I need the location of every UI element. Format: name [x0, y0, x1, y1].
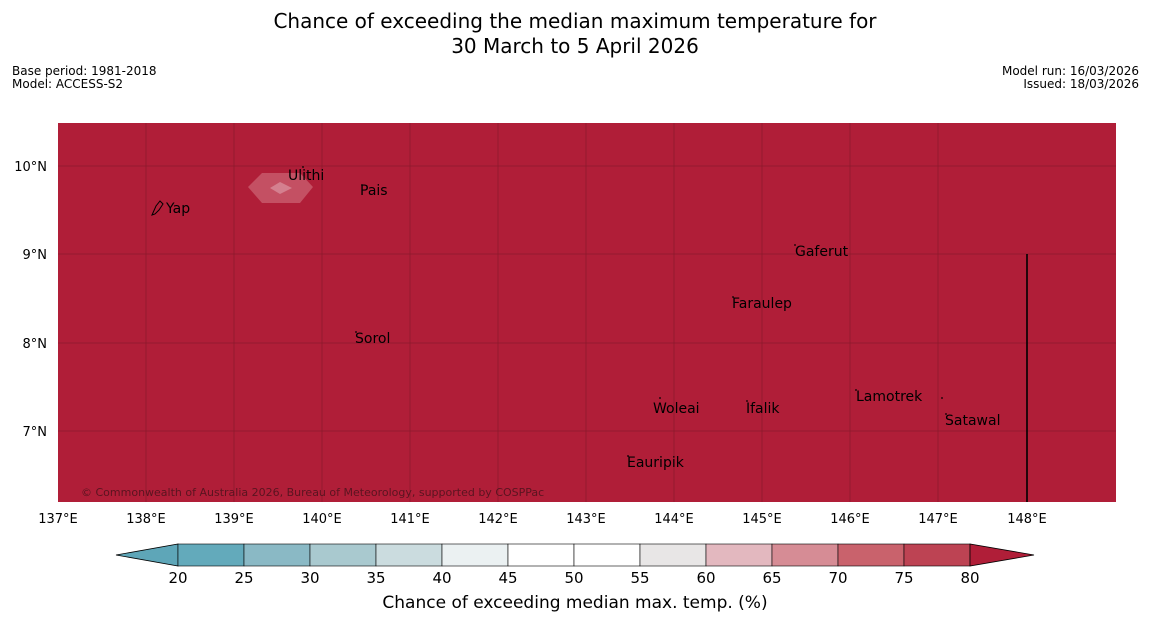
place-label-faraulep: Faraulep	[732, 296, 792, 312]
island-dot	[794, 244, 796, 246]
colorbar-segment	[309, 543, 377, 567]
island-dots	[302, 166, 947, 457]
issued-date: Issued: 18/03/2026	[1023, 77, 1139, 91]
title-line-2: 30 March to 5 April 2026	[451, 34, 699, 58]
title-line-1: Chance of exceeding the median maximum t…	[273, 9, 877, 33]
model-name: Model: ACCESS-S2	[12, 77, 124, 91]
island-dot	[361, 184, 363, 186]
colorbar	[115, 543, 1035, 567]
island-dot	[732, 296, 734, 298]
lat-label: 9°N	[23, 248, 48, 263]
lon-label: 143°E	[566, 512, 606, 527]
colorbar-tick: 40	[432, 569, 451, 587]
map-background	[58, 123, 1116, 502]
island-dot	[659, 397, 661, 399]
place-label-sorol: Sorol	[355, 331, 390, 347]
colorbar-segment	[375, 543, 443, 567]
colorbar-tick: 75	[894, 569, 913, 587]
island-dot	[627, 455, 629, 457]
colorbar-segment	[903, 543, 971, 567]
lon-label: 145°E	[742, 512, 782, 527]
colorbar-segment	[573, 543, 641, 567]
colorbar-tick: 35	[366, 569, 385, 587]
lon-label: 140°E	[302, 512, 342, 527]
colorbar-tick: 30	[300, 569, 319, 587]
lon-label: 146°E	[830, 512, 870, 527]
island-dot	[941, 397, 943, 399]
place-label-eauripik: Eauripik	[627, 455, 685, 471]
gridlines	[58, 123, 1116, 502]
colorbar-tick: 50	[564, 569, 583, 587]
place-label-yap: Yap	[165, 201, 190, 217]
island-dot	[746, 400, 748, 402]
colorbar-tick: 55	[630, 569, 649, 587]
colorbar-extend-low	[115, 543, 179, 567]
island-dot	[355, 331, 357, 333]
lon-label: 144°E	[654, 512, 694, 527]
anomaly-patch-core	[270, 182, 292, 194]
colorbar-segment	[639, 543, 707, 567]
colorbar-tick: 80	[960, 569, 979, 587]
colorbar-tick: 20	[168, 569, 187, 587]
place-label-ulithi: Ulithi	[288, 168, 324, 184]
colorbar-segment	[177, 543, 245, 567]
colorbar-segment	[507, 543, 575, 567]
lon-label: 141°E	[390, 512, 430, 527]
base-period: Base period: 1981-2018	[12, 64, 157, 78]
lon-label: 137°E	[38, 512, 78, 527]
lat-label: 10°N	[14, 160, 47, 175]
copyright-notice: © Commonwealth of Australia 2026, Bureau…	[81, 486, 544, 499]
lat-label: 8°N	[23, 337, 48, 352]
yap-island	[151, 200, 164, 216]
place-label-satawal: Satawal	[945, 413, 1000, 429]
colorbar-tick: 45	[498, 569, 517, 587]
island-dot	[945, 413, 947, 415]
map-title: Chance of exceeding the median maximum t…	[0, 9, 1150, 59]
colorbar-tick: 60	[696, 569, 715, 587]
place-label-ifalik: Ifalik	[746, 401, 780, 417]
meta-right: Model run: 16/03/2026 Issued: 18/03/2026	[1002, 65, 1139, 91]
lat-label: 7°N	[23, 425, 48, 440]
colorbar-segment	[243, 543, 311, 567]
model-run: Model run: 16/03/2026	[1001, 64, 1139, 78]
lon-label: 138°E	[126, 512, 166, 527]
island-dot	[855, 389, 857, 391]
colorbar-segment	[771, 543, 839, 567]
place-label-woleai: Woleai	[653, 401, 700, 417]
colorbar-segment	[837, 543, 905, 567]
lon-label: 148°E	[1007, 512, 1047, 527]
lon-label: 139°E	[214, 512, 254, 527]
colorbar-tick: 65	[762, 569, 781, 587]
colorbar-tick: 25	[234, 569, 253, 587]
colorbar-segment	[705, 543, 773, 567]
lon-label: 147°E	[918, 512, 958, 527]
place-label-lamotrek: Lamotrek	[856, 389, 923, 405]
place-label-gaferut: Gaferut	[795, 244, 849, 260]
colorbar-label: Chance of exceeding median max. temp. (%…	[382, 593, 768, 613]
island-dot	[302, 166, 304, 168]
lon-label: 142°E	[478, 512, 518, 527]
colorbar-segment	[441, 543, 509, 567]
place-label-pais: Pais	[360, 183, 388, 199]
meta-left: Base period: 1981-2018 Model: ACCESS-S2	[12, 65, 157, 91]
colorbar-extend-high	[969, 543, 1035, 567]
colorbar-tick: 70	[828, 569, 847, 587]
